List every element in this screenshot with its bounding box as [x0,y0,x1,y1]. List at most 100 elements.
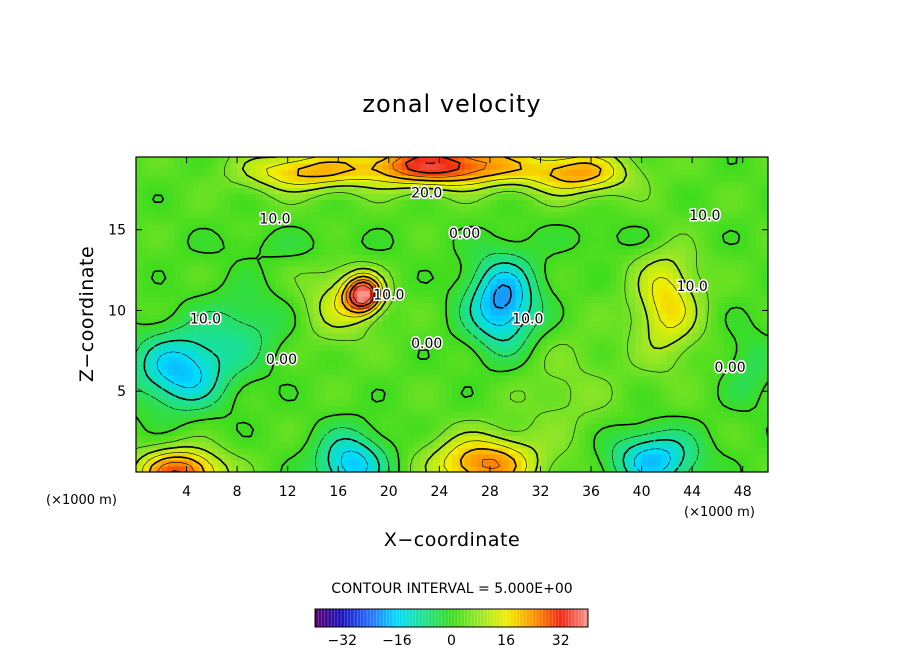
colorbar-segment [334,609,339,627]
colorbar-segment [344,609,348,627]
y-tick-label: 5 [117,384,126,400]
colorbar-segment [406,609,410,627]
colorbar-ticks: −32 −16 0 16 32 [328,633,570,649]
colorbar-segment [562,609,566,627]
contour-level-5 [136,157,709,472]
colorbar-segment [419,609,423,627]
colorbar-segment [487,609,491,627]
y-axis-label: Z−coordinate [76,246,98,382]
colorbar-segment [363,609,368,627]
colorbar [315,609,589,627]
colorbar-segment [389,609,394,627]
colorbar-segment [552,609,556,627]
colorbar-segment [373,609,378,627]
colorbar-segment [402,609,407,627]
y-axis-ticks: 5 10 15 [108,223,768,400]
x-tick-label: 16 [329,484,347,500]
y-tick-label: 10 [108,303,126,319]
x-tick-label: 12 [279,484,297,500]
colorbar-segment [337,609,342,627]
contour-level-10 [136,157,698,472]
colorbar-segment [471,609,475,627]
x-unit-label-left: (×1000 m) [46,493,117,508]
x-tick-label: 28 [481,484,499,500]
plot-area [136,157,768,472]
contour-label: 10.0 [259,211,290,227]
colorbar-tick-label: −32 [328,633,358,649]
contour-label: 10.0 [373,287,404,303]
chart-title: zonal velocity [362,90,541,118]
colorbar-segment [542,609,547,627]
colorbar-segment [386,609,391,627]
contour-level-neg10 [143,262,685,472]
y-tick-label: 15 [108,223,126,239]
contour-label: 10.0 [689,208,720,224]
colorbar-segment [448,609,452,627]
colorbar-segment [578,609,582,627]
x-tick-label: 48 [734,484,752,500]
colorbar-segment [519,609,524,627]
colorbar-segment [425,609,430,627]
colorbar-segment [510,609,514,627]
colorbar-tick-label: 16 [497,633,515,649]
contour-level-neg5 [136,253,699,472]
colorbar-segment [467,609,472,627]
colorbar-segment [354,609,358,627]
colorbar-segment [532,609,537,627]
colorbar-segment [545,609,550,627]
colorbar-segment [412,609,417,627]
colorbar-segment [571,609,576,627]
colorbar-segment [396,609,400,627]
colorbar-segment [438,609,443,627]
colorbar-segment [415,609,420,627]
contour-level-neg15 [156,271,671,472]
colorbar-frame [314,608,589,628]
colorbar-segment [376,609,381,627]
colorbar-segment [331,609,335,627]
colorbar-segment [370,609,374,627]
x-tick-label: 44 [683,484,701,500]
colorbar-segment [474,609,478,627]
colorbar-segment [321,609,326,627]
x-axis-label: X−coordinate [384,529,520,551]
colorbar-segment [558,609,563,627]
contour-lines [136,157,768,472]
contour-interval-text: CONTOUR INTERVAL = 5.000E+00 [331,581,572,597]
colorbar-segment [484,609,488,627]
contour-label: 10.0 [190,312,221,328]
colorbar-segment [409,609,413,627]
x-unit-label-right: (×1000 m) [684,505,755,520]
colorbar-segment [328,609,332,627]
colorbar-segment [341,609,345,627]
colorbar-tick-label: 0 [447,633,456,649]
colorbar-segment [428,609,433,627]
contour-label: 10.0 [512,312,543,328]
contour-label: 0.00 [449,226,480,242]
x-tick-label: 36 [582,484,600,500]
colorbar-segment [581,609,586,627]
x-tick-label: 20 [380,484,398,500]
contour-label: 10.0 [677,279,708,295]
colorbar-segment [490,609,495,627]
contour-level-0 [136,157,768,472]
x-tick-label: 32 [532,484,550,500]
x-tick-label: 8 [233,484,242,500]
colorbar-segment [503,609,508,627]
x-tick-label: 24 [430,484,448,500]
colorbar-segment [432,609,436,627]
colorbar-segment [318,609,322,627]
colorbar-segment [383,609,387,627]
colorbar-segment [458,609,462,627]
colorbar-segment [357,609,361,627]
colorbar-segment [493,609,498,627]
contour-label: 20.0 [411,186,442,202]
colorbar-segment [399,609,404,627]
color-field [136,157,768,472]
colorbar-segment [441,609,446,627]
colorbar-segment [380,609,384,627]
colorbar-segment [324,609,329,627]
colorbar-segment [568,609,573,627]
colorbar-segment [480,609,485,627]
colorbar-segment [422,609,426,627]
